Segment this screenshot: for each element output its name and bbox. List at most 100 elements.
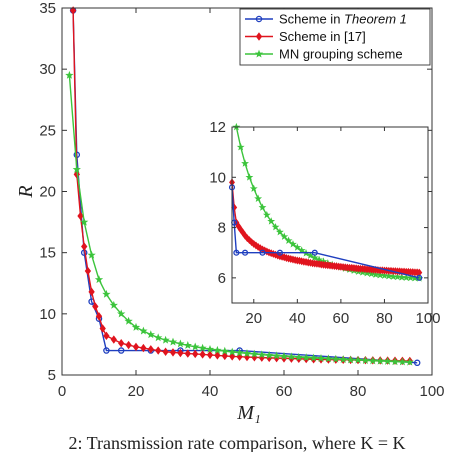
main-data-point [132,342,140,352]
x-tick-label: 40 [202,383,219,400]
inset-data-point [254,194,263,202]
main-data-point [176,339,185,348]
legend-label: Scheme in Theorem 1 [279,12,407,27]
main-data-point [102,289,111,298]
main-data-point [162,347,169,356]
main-data-point [192,349,199,359]
x-tick-label: 0 [58,383,66,400]
main-data-point [81,242,88,251]
main-data-point [87,250,96,259]
main-data-point [220,346,229,355]
inset-data-point [393,272,402,281]
main-data-point [228,347,237,356]
inset-data-point [284,236,293,244]
main-data-point [95,312,103,321]
main-data-point [99,324,106,333]
inset-data-point [245,173,254,181]
main-data-point [272,351,281,360]
main-data-point [250,349,259,358]
inset-x-tick-label: 40 [289,310,306,327]
main-data-point [214,351,221,360]
main-data-point [109,300,118,309]
inset-y-tick-label: 6 [218,270,226,287]
main-data-point [84,266,92,276]
main-data-point [110,335,117,344]
inset-data-point [267,217,276,225]
main-data-point [213,345,222,354]
main-data-point [361,356,370,364]
legend-marker [255,32,263,41]
main-data-point [309,353,318,362]
main-data-point [206,350,214,360]
inset-data-point [311,249,318,256]
y-tick-label: 25 [39,122,56,139]
main-data-point [94,275,104,284]
main-data-point [205,344,215,353]
x-tick-label: 100 [419,383,444,400]
legend-entry-0: Scheme in Theorem 1 [245,12,407,27]
main-data-point [221,351,228,361]
inset-y-tick-label: 8 [218,220,226,237]
inset-data-point [297,246,306,254]
main-data-point [368,356,377,365]
inset-data-point [276,228,284,236]
main-data-point [405,357,414,366]
main-data-point [72,165,81,174]
main-data-point [184,349,191,358]
legend-entry-1: Scheme in [17] [245,29,366,44]
y-tick-label: 20 [39,184,56,201]
main-data-point [287,352,296,361]
y-tick-label: 30 [39,61,56,78]
inset-x-tick-label: 20 [245,310,262,327]
legend-entry-2: MN grouping scheme [245,47,403,62]
main-data-point [88,287,95,297]
inset-x-tick-label: 80 [376,310,393,327]
x-axis-label: M₁ [236,402,261,424]
inset-data-point [249,184,258,192]
main-data-point [117,347,125,354]
inset-data-point [310,253,319,262]
main-data-point [125,340,132,350]
inset-data-point [271,222,280,231]
x-tick-label: 60 [276,383,293,400]
main-data-point [183,341,192,349]
main-data-point [124,316,133,325]
inset-data-point [241,159,249,167]
main-data-point [131,322,141,331]
main-data-point [103,331,110,341]
x-tick-label: 20 [128,383,145,400]
main-data-point [69,6,77,15]
inset-frame [231,126,429,304]
legend-marker [255,15,263,23]
main-data-point [168,337,178,346]
main-data-point [413,359,421,367]
main-series-2 [65,70,414,366]
chart-figure: 0 20 40 60 80 100 5 10 15 20 25 30 35 M₁ R 20 40 60 80 100… [15,0,445,424]
main-data-point [139,326,148,335]
legend-label: MN grouping scheme [279,47,403,62]
main-data-point [390,357,400,366]
inset-data-point [280,232,289,240]
inset-data-point [262,210,271,219]
main-data-point [146,330,155,339]
main-series-line [72,10,418,364]
figure-caption: 2: Transmission rate comparison, where K… [68,433,406,452]
main-data-point [316,353,326,362]
main-data-point [117,309,126,318]
main-data-point [257,350,266,359]
main-data-point [235,348,244,357]
y-axis-label: R [15,185,37,198]
y-tick-label: 15 [39,245,56,262]
y-tick-label: 35 [39,0,56,17]
inset-data-point [259,249,266,256]
main-data-point [294,352,303,361]
main-data-point [265,350,274,359]
main-data-point [198,343,207,352]
legend-marker [254,49,264,58]
inset-data-point [236,143,245,151]
main-data-point [154,333,163,342]
inset-data-point [276,249,283,256]
inset-data-point [289,240,297,248]
inset-y-tick-label: 12 [209,119,226,136]
y-tick-label: 5 [48,367,56,384]
